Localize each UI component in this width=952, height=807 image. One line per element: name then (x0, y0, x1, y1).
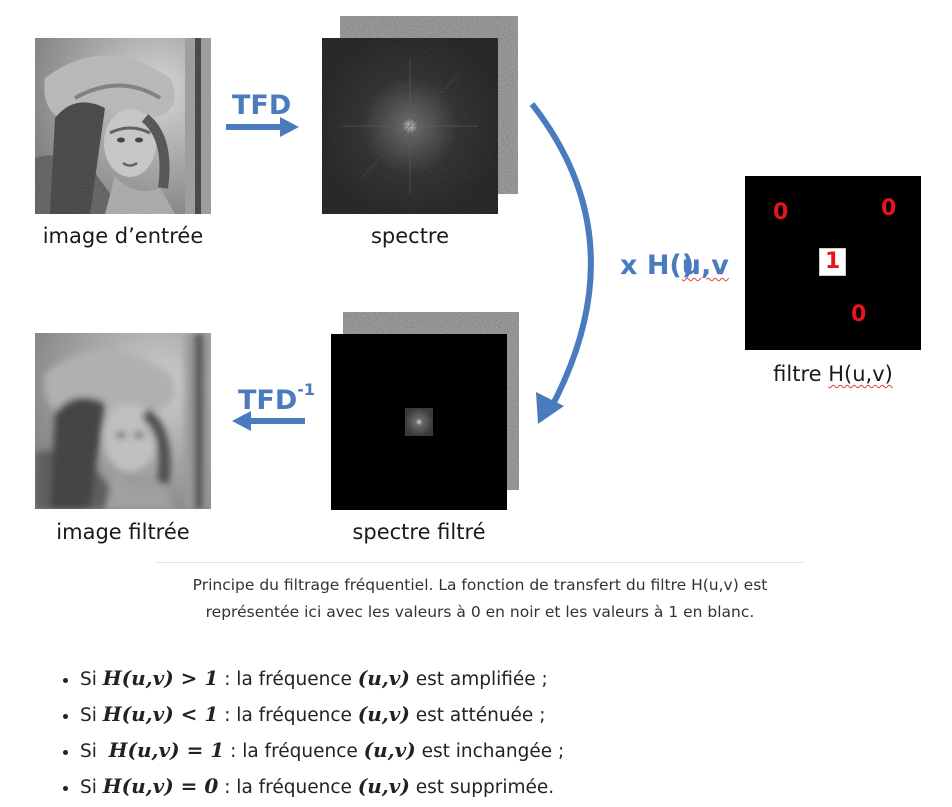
filter-label: filtre H(u,v) (773, 362, 893, 386)
filter-image: 0 0 1 0 (745, 176, 921, 350)
input-image (35, 38, 211, 214)
spellcheck-underline: u,v (681, 250, 729, 281)
filter-value-top-right: 0 (881, 196, 897, 221)
filtered-spectrum-image (331, 334, 507, 510)
math-variable: (u,v) (357, 666, 410, 690)
caption-line-2: représentée ici avec les valeurs à 0 en … (205, 603, 755, 621)
spectrum-stack (322, 16, 520, 214)
filtered-spectrum-label: spectre filtré (352, 520, 486, 544)
figure-caption: Principe du filtrage fréquentiel. La fon… (150, 572, 810, 626)
list-item: Si H(u,v) = 0 : la fréquence (u,v) est s… (80, 768, 564, 804)
math-variable: (u,v) (363, 738, 416, 762)
spectrum-label: spectre (370, 224, 450, 248)
filter-value-center: 1 (819, 248, 847, 276)
multiply-curve-arrow-icon (529, 102, 594, 424)
caption-divider (155, 562, 803, 563)
filtered-image (35, 333, 211, 509)
multiply-label: x H(u,v) (620, 250, 729, 281)
list-item: Si H(u,v) > 1 : la fréquence (u,v) est a… (80, 660, 564, 696)
inverse-arrow-icon (232, 411, 305, 431)
inverse-transform-label: TFD-1 (238, 380, 316, 416)
filter-value-bottom: 0 (851, 302, 867, 327)
math-expression: H(u,v) = 0 (102, 774, 219, 798)
spectrum-image (322, 38, 498, 214)
filter-rules-list: Si H(u,v) > 1 : la fréquence (u,v) est a… (58, 660, 564, 804)
filtered-image-label: image filtrée (56, 520, 190, 544)
math-expression: H(u,v) > 1 (102, 666, 219, 690)
filter-value-top-left: 0 (773, 200, 789, 225)
math-variable: (u,v) (357, 702, 410, 726)
math-variable: (u,v) (357, 774, 410, 798)
forward-transform-label: TFD (232, 90, 292, 121)
filtered-spectrum-stack (331, 312, 521, 510)
math-expression: H(u,v) = 1 (108, 738, 225, 762)
list-item: Si H(u,v) < 1 : la fréquence (u,v) est a… (80, 696, 564, 732)
forward-arrow-icon (226, 117, 299, 137)
input-image-label: image d’entrée (42, 224, 204, 248)
caption-line-1: Principe du filtrage fréquentiel. La fon… (192, 576, 768, 594)
list-item: Si H(u,v) = 1 : la fréquence (u,v) est i… (80, 732, 564, 768)
math-expression: H(u,v) < 1 (102, 702, 219, 726)
